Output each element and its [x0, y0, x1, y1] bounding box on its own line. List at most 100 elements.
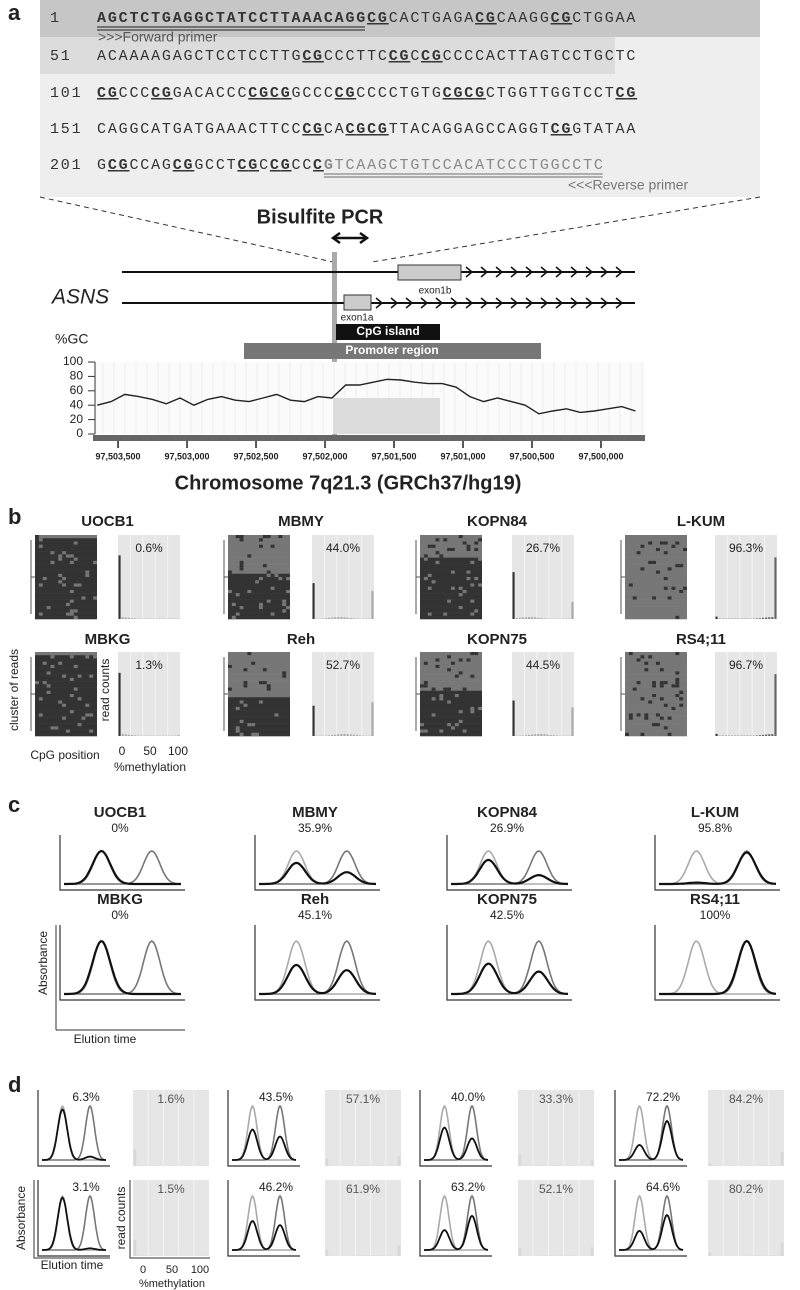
heatmap-cell [35, 535, 39, 539]
heatmap-cell [38, 697, 43, 701]
heatmap-cell [282, 599, 287, 603]
heatmap-row [420, 664, 482, 669]
heatmap-row [625, 719, 687, 724]
methylation-percent: 52.7% [326, 658, 360, 672]
base: T [605, 121, 616, 138]
base: G [432, 48, 443, 65]
heatmap-row [625, 652, 687, 656]
base: G [292, 85, 303, 102]
heatmap-cell [462, 687, 467, 691]
heatmap-row [625, 551, 687, 555]
heatmap-row [420, 583, 482, 587]
heatmap-cell [656, 570, 660, 574]
heatmap-row [35, 541, 97, 545]
heatmap-cell [38, 612, 43, 616]
heatmap-cell [266, 684, 271, 688]
heatmap-cell [667, 596, 672, 600]
axis-label: %methylation [139, 1278, 205, 1290]
tick-label: 50 [143, 744, 157, 758]
heatmap-cell [50, 664, 55, 669]
heatmap-cell [58, 557, 63, 561]
methylated-peak [42, 1104, 107, 1161]
base: C [313, 157, 324, 174]
hplc-percent: 64.6% [646, 1180, 680, 1194]
x-tick-label: 97,501,500 [371, 451, 416, 461]
base: C [335, 85, 346, 102]
ngs-percent: 1.5% [157, 1182, 185, 1196]
cpg-island [336, 324, 440, 340]
heatmap-cell [628, 583, 633, 587]
histogram-bar [367, 1165, 371, 1166]
sample-peak [259, 963, 377, 996]
base: C [302, 157, 313, 174]
primer-label: >>>Forward primer [98, 29, 218, 45]
heatmap-cell [259, 538, 263, 542]
base: G [281, 157, 292, 174]
base: C [497, 10, 508, 27]
methylation-percent: 44.0% [326, 541, 360, 555]
axes [654, 925, 780, 1001]
base: C [605, 48, 616, 65]
heatmap-cell [239, 567, 244, 571]
heatmap-row [35, 723, 97, 727]
heatmap-row [35, 547, 97, 552]
heatmap-cell [58, 573, 63, 577]
heatmap-row [625, 615, 687, 620]
histogram-bar [590, 1247, 594, 1256]
histogram-bar [337, 734, 340, 736]
base: G [508, 85, 519, 102]
cell-line-name: L-KUM [691, 804, 739, 821]
histogram-background [133, 1180, 209, 1256]
heatmap-cell [478, 557, 482, 561]
base: A [313, 10, 324, 27]
base: A [508, 10, 519, 27]
methylated-peak [64, 850, 181, 885]
histogram-bar [355, 735, 358, 736]
base: G [162, 85, 173, 102]
base: C [324, 121, 335, 138]
zoom-line [371, 196, 761, 263]
heatmap-cell [85, 570, 90, 574]
sequence-group: ACAGGCGCAC [313, 10, 421, 27]
histogram-bar [769, 1165, 773, 1166]
sample-peak [619, 1213, 684, 1251]
heatmap-cell [466, 658, 471, 662]
base: T [583, 121, 594, 138]
base: C [248, 48, 259, 65]
base: T [518, 48, 529, 65]
heatmap-cell [42, 661, 47, 665]
heatmap-cell [470, 652, 475, 656]
base: A [129, 48, 140, 65]
strand-arrow [540, 266, 549, 278]
axes [59, 925, 185, 1001]
heatmap-cell [447, 599, 451, 603]
histogram-bar [518, 1247, 522, 1256]
sequence-group: GTCGGTATAA [529, 121, 637, 138]
base: T [194, 121, 205, 138]
heatmap-row [228, 706, 290, 711]
heatmap-cell [427, 586, 432, 590]
heatmap-cell [73, 609, 78, 613]
heatmap-row [420, 684, 482, 688]
base: G [248, 157, 259, 174]
heatmap-cell [652, 560, 656, 565]
heatmap-cell [667, 567, 672, 571]
heatmap-cell [439, 697, 444, 701]
sequence-group: CAGGAGCCAG [421, 121, 529, 138]
heatmap-cell [462, 541, 467, 545]
histogram-bar [121, 734, 124, 736]
heatmap-cell [46, 684, 51, 688]
sequence-group: CCTCGCCGCC [205, 157, 313, 174]
heatmap-row [228, 661, 290, 666]
histogram-bar [312, 705, 315, 736]
heatmap-row [625, 580, 687, 584]
heatmap-cell [474, 577, 479, 581]
strand-arrow [495, 297, 504, 309]
heatmap-row [35, 593, 97, 597]
histogram-background [518, 1090, 594, 1166]
heatmap-cell [675, 681, 680, 685]
heatmap-row [625, 535, 687, 539]
base: A [108, 121, 119, 138]
heatmap-row [228, 719, 290, 724]
sequence-group: GCACGCGTTA [313, 121, 421, 138]
